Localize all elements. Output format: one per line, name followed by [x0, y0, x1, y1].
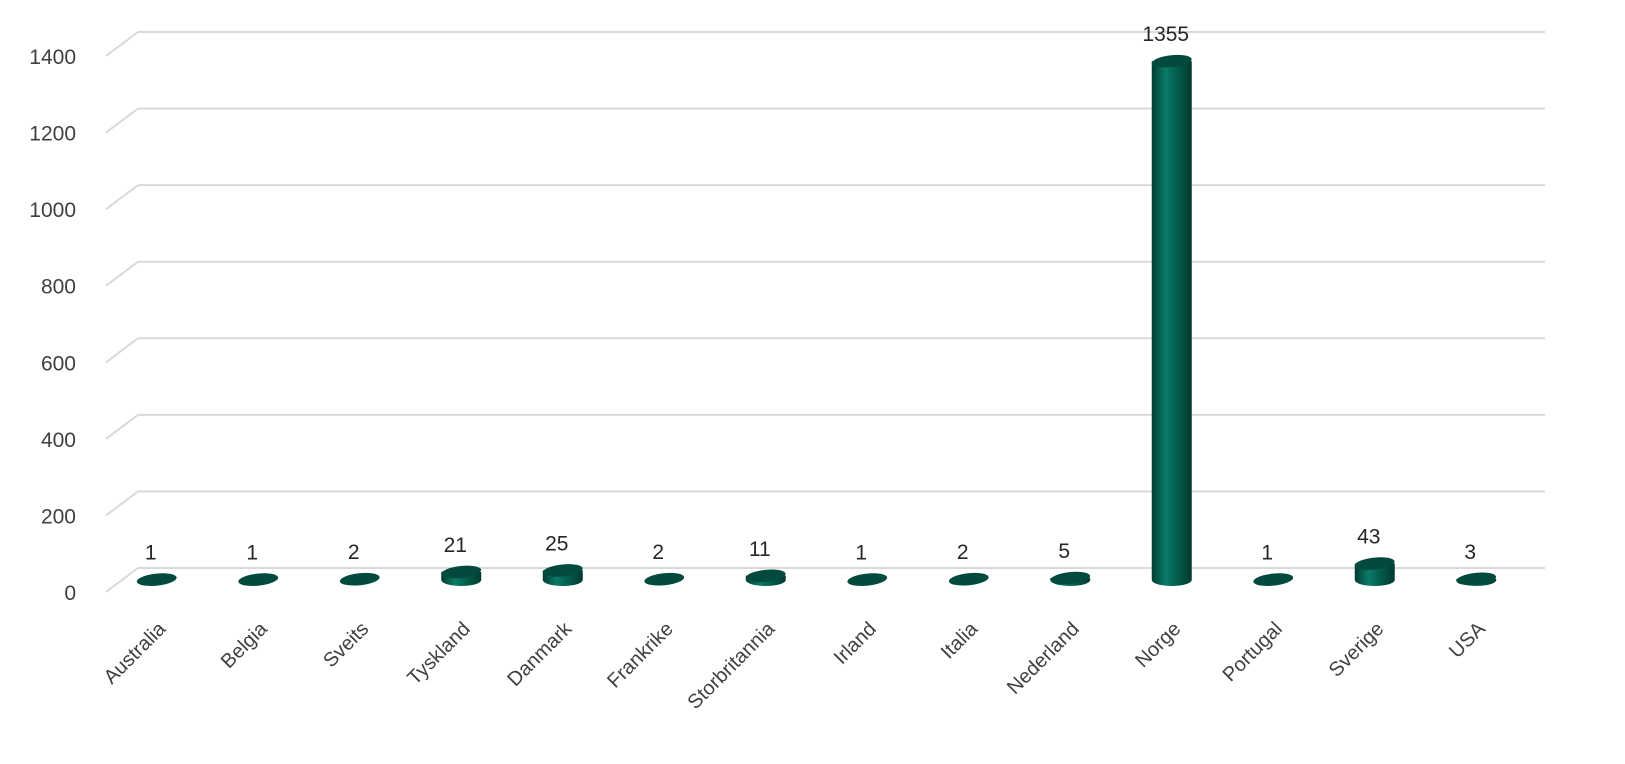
bar-top — [339, 572, 380, 586]
bar-top — [1354, 557, 1395, 570]
bar — [542, 564, 583, 586]
data-label: 2 — [348, 541, 360, 564]
category-label: Italia — [937, 617, 983, 663]
category-label: Belgia — [217, 617, 272, 672]
gridline — [105, 337, 1545, 364]
bar-top — [745, 569, 786, 583]
bar — [441, 565, 482, 586]
y-tick-label: 400 — [41, 429, 76, 452]
gridline — [105, 490, 1545, 517]
category-label: Sverige — [1325, 618, 1389, 682]
data-label: 1355 — [1142, 23, 1189, 46]
gridline — [105, 260, 1545, 287]
data-label: 43 — [1357, 526, 1380, 549]
bar-top — [136, 573, 177, 586]
gridline-depth — [105, 184, 139, 210]
gridline-depth — [105, 337, 139, 364]
category-label: USA — [1445, 618, 1490, 663]
data-label: 11 — [749, 538, 771, 561]
gridline-depth — [105, 567, 139, 593]
gridline — [105, 567, 1545, 593]
bar-top — [1253, 573, 1294, 586]
gridline-depth — [105, 260, 139, 287]
bar-top — [847, 573, 888, 586]
category-label: Storbritannia — [684, 617, 780, 713]
data-label: 25 — [545, 532, 568, 555]
category-label: Irland — [830, 618, 881, 669]
category-label: Tyskland — [403, 618, 474, 689]
category-label: Frankrike — [603, 618, 678, 693]
data-label: 1 — [145, 542, 157, 565]
y-tick-label: 800 — [41, 276, 76, 299]
data-label: 5 — [1058, 540, 1070, 563]
bar — [1456, 572, 1497, 586]
y-tick-label: 1200 — [29, 123, 76, 146]
category-label: Nederland — [1003, 618, 1084, 699]
bar-top — [1050, 571, 1091, 585]
bar — [847, 573, 888, 586]
y-axis-tick-labels: 0 200 400 600 800 1000 1200 1400 — [29, 46, 76, 605]
gridlines — [105, 31, 1545, 593]
category-label: Sveits — [319, 618, 373, 672]
bar — [339, 572, 380, 586]
bar-top — [441, 565, 482, 579]
y-tick-label: 600 — [41, 352, 76, 375]
bar-body — [1151, 61, 1192, 586]
category-label: Danmark — [503, 617, 577, 691]
data-label: 1 — [855, 542, 867, 565]
bar-top — [1456, 572, 1497, 586]
bar — [238, 573, 279, 586]
y-tick-label: 0 — [64, 582, 76, 605]
gridline-depth — [105, 490, 139, 517]
gridline-depth — [105, 107, 139, 134]
y-tick-label: 200 — [41, 505, 76, 528]
gridline — [105, 31, 1545, 57]
gridline — [105, 107, 1545, 134]
bar-top — [948, 572, 989, 586]
data-label: 21 — [444, 534, 467, 557]
y-tick-label: 1000 — [29, 199, 76, 222]
bar-top — [1151, 54, 1192, 68]
bar — [136, 573, 177, 586]
bar-top — [542, 564, 583, 577]
category-label: Australia — [100, 617, 171, 688]
data-label: 1 — [246, 542, 258, 565]
gridline-depth — [105, 414, 139, 440]
bar-top — [238, 573, 279, 586]
bar — [1253, 573, 1294, 586]
bar — [1151, 54, 1192, 586]
x-axis-category-labels: Australia Belgia Sveits Tyskland Danmark Fran… — [100, 617, 1491, 713]
bars — [136, 54, 1497, 586]
data-label: 2 — [652, 541, 664, 564]
category-label: Portugal — [1219, 618, 1287, 686]
gridline — [105, 184, 1545, 210]
gridline — [105, 413, 1545, 440]
gridline-depth — [105, 31, 139, 57]
data-label: 3 — [1464, 541, 1476, 564]
y-tick-label: 1400 — [29, 46, 76, 69]
bar — [745, 569, 786, 586]
data-label: 2 — [957, 541, 969, 564]
data-label: 1 — [1261, 542, 1273, 565]
bar — [948, 572, 989, 586]
bar — [644, 572, 685, 586]
bar-top — [644, 572, 685, 586]
bar — [1354, 557, 1395, 586]
category-label: Norge — [1131, 618, 1185, 672]
bar — [1050, 571, 1091, 586]
